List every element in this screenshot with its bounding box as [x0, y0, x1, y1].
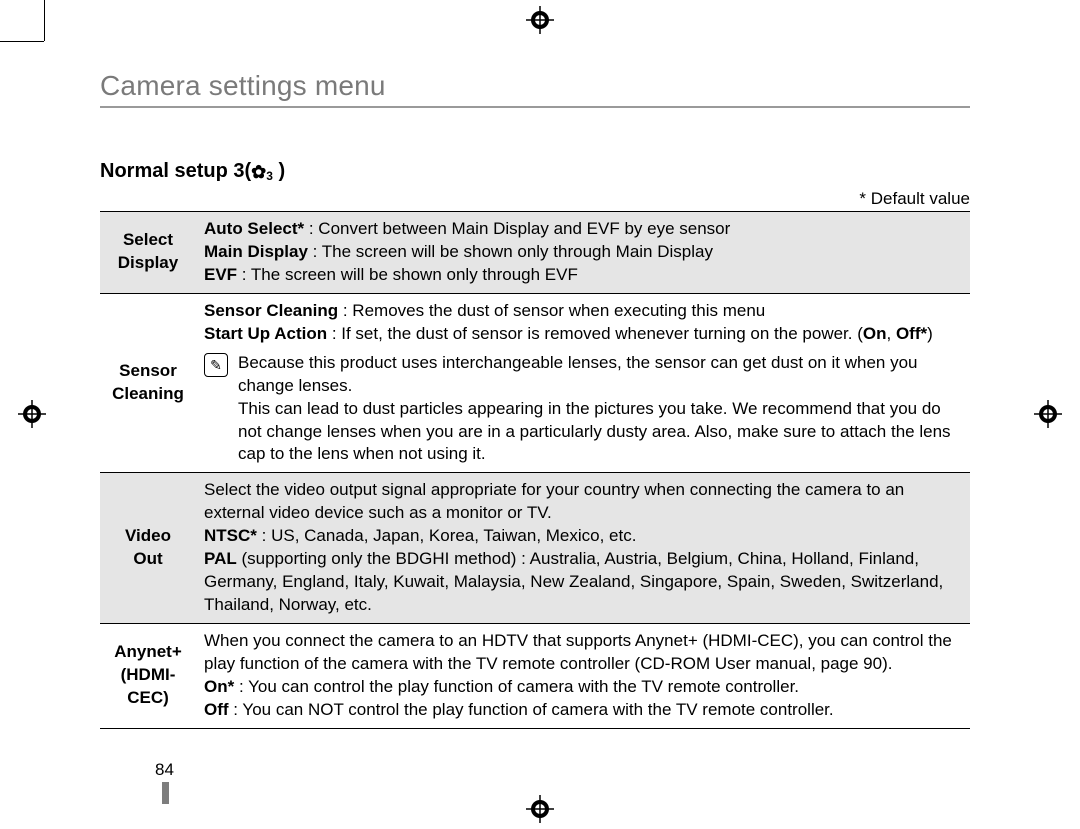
page-number-bar [162, 782, 169, 804]
setting-label: SelectDisplay [100, 212, 196, 294]
setting-description: When you connect the camera to an HDTV t… [196, 624, 970, 729]
setting-description: Select the video output signal appropria… [196, 473, 970, 624]
page-number: 84 [155, 760, 174, 780]
setting-description: Sensor Cleaning : Removes the dust of se… [196, 293, 970, 473]
setting-description: Auto Select* : Convert between Main Disp… [196, 212, 970, 294]
table-row: SelectDisplayAuto Select* : Convert betw… [100, 212, 970, 294]
gear-icon: ✿ [251, 162, 266, 182]
setting-label: SensorCleaning [100, 293, 196, 473]
registration-mark-icon [526, 795, 554, 823]
registration-mark-icon [18, 400, 46, 428]
default-value-note: * Default value [100, 189, 970, 209]
section-heading: Normal setup 3(✿3 ) [100, 160, 970, 183]
page-title: Camera settings menu [100, 70, 970, 108]
table-row: VideoOutSelect the video output signal a… [100, 473, 970, 624]
section-heading-text: Normal setup 3( [100, 160, 251, 182]
manual-page: Camera settings menu Normal setup 3(✿3 )… [100, 70, 970, 729]
table-row: SensorCleaningSensor Cleaning : Removes … [100, 293, 970, 473]
section-heading-index: 3 [266, 169, 273, 183]
note-icon: ✎ [204, 353, 228, 377]
settings-table: SelectDisplayAuto Select* : Convert betw… [100, 211, 970, 729]
table-row: Anynet+(HDMI-CEC)When you connect the ca… [100, 624, 970, 729]
note-text: Because this product uses interchangeabl… [238, 352, 962, 467]
registration-mark-icon [1034, 400, 1062, 428]
section-heading-suffix: ) [273, 160, 285, 182]
setting-label: Anynet+(HDMI-CEC) [100, 624, 196, 729]
registration-mark-icon [526, 6, 554, 34]
setting-label: VideoOut [100, 473, 196, 624]
